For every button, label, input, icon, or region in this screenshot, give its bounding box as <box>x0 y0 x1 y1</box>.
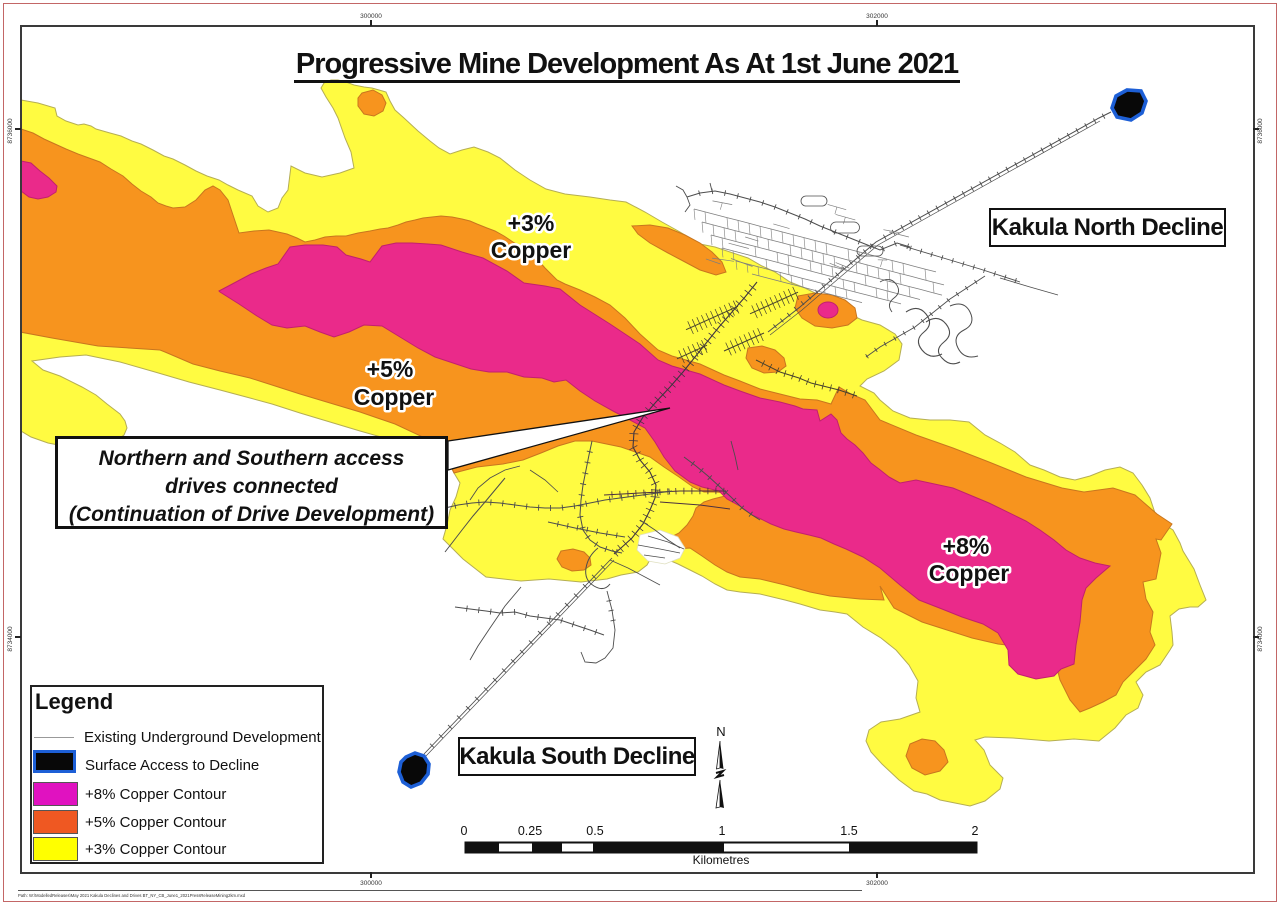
svg-text:Copper: Copper <box>491 237 572 263</box>
svg-text:+5%: +5% <box>367 356 414 382</box>
svg-text:Copper: Copper <box>354 384 435 410</box>
svg-text:Copper: Copper <box>929 560 1010 586</box>
svg-text:+8%: +8% <box>943 533 990 559</box>
svg-text:N: N <box>716 724 725 739</box>
svg-text:+3%: +3% <box>508 210 555 236</box>
